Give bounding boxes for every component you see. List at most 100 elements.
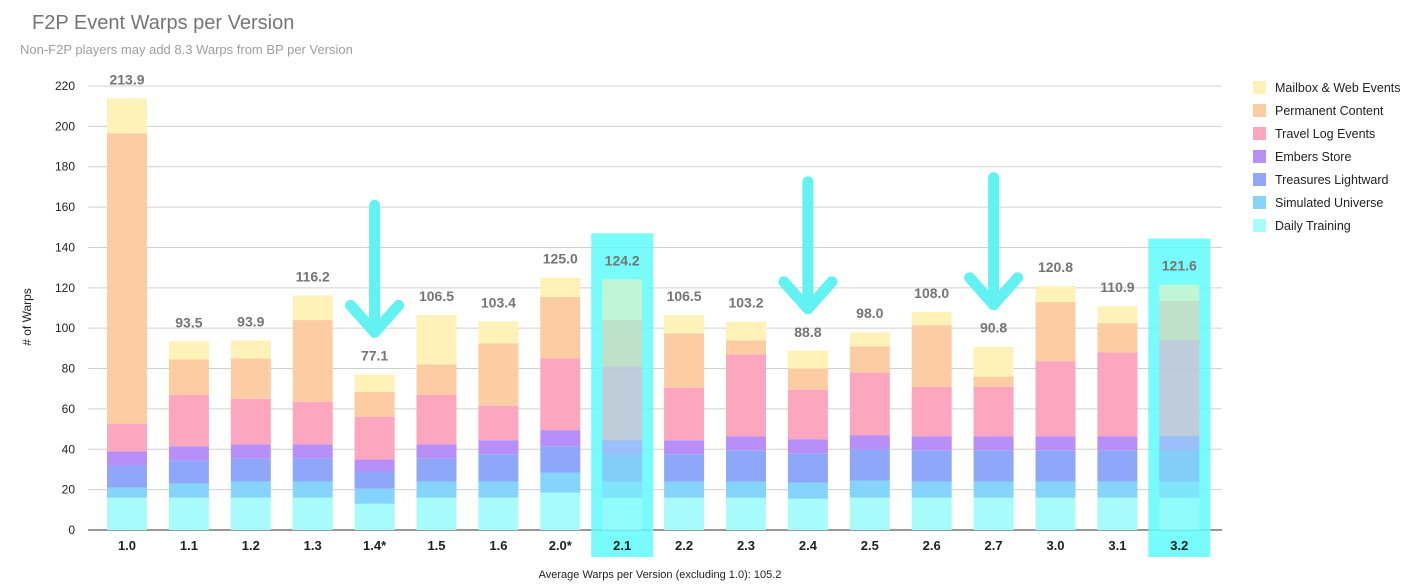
x-tick-label: 2.7 [985,538,1003,553]
total-label: 120.8 [1038,259,1073,275]
y-tick-label: 180 [55,160,75,174]
total-label: 103.4 [481,294,516,310]
bar-segment [849,332,890,347]
y-tick-label: 220 [55,79,75,93]
bar-segment [602,366,643,441]
bar-segment [1035,361,1076,437]
bar-segment [849,346,890,373]
bar-segment [787,368,828,390]
bar-segment [726,436,766,451]
x-tick-label: 2.2 [675,538,693,553]
total-label: 116.2 [296,268,330,284]
y-tick-label: 60 [62,402,76,416]
legend-item: Embers Store [1253,145,1401,168]
bar-segment [478,321,519,344]
bar-segment [354,459,395,472]
bar-segment [664,387,705,441]
bar-segment [292,401,333,445]
x-tick-label: 1.5 [427,538,445,553]
bar-segment [1097,497,1138,530]
bar-segment [168,460,209,484]
x-tick-label: 2.5 [861,538,879,553]
bar-segment [1159,481,1200,498]
bar-segment [107,451,147,466]
bar-segment [1097,450,1138,482]
y-tick-label: 120 [55,281,75,295]
legend-label: Travel Log Events [1275,126,1376,141]
chart-subtitle: Non-F2P players may add 8.3 Warps from B… [20,42,353,57]
bar-segment [478,454,519,482]
bar-segment [787,350,828,369]
y-tick-label: 200 [55,119,75,133]
bar-segment [354,471,395,489]
bar-segment [602,497,643,530]
legend-label: Daily Training [1275,218,1351,233]
bar-segment [726,354,766,437]
total-label: 108.0 [914,285,949,301]
x-tick-label: 1.0 [118,538,136,553]
bar-segment [973,386,1014,437]
legend-label: Permanent Content [1275,103,1384,118]
bar-segment [540,277,581,297]
legend-label: Embers Store [1275,149,1352,164]
bar-segment [230,444,271,459]
bar-segment [973,497,1014,530]
bar-segment [787,389,828,440]
bar-segment [1097,306,1138,324]
legend-swatch [1253,173,1266,186]
bar-segment [664,315,705,334]
y-tick-label: 160 [55,200,75,214]
arrow-head [345,299,405,338]
bar-segment [478,497,519,530]
bar-segment [107,424,147,452]
bar-segment [416,481,457,498]
y-tick-label: 20 [62,483,76,497]
legend-swatch [1253,127,1266,140]
total-label: 125.0 [543,251,578,267]
bar-segment [540,472,581,493]
bar-segment [1159,300,1200,341]
bar-segment [849,449,890,481]
bar-segment [602,320,643,367]
x-tick-label: 2.3 [737,538,755,553]
legend-item: Daily Training [1253,214,1401,237]
bar-segment [664,481,705,498]
y-tick-label: 140 [55,240,75,254]
y-tick-label: 80 [62,362,76,376]
arrow-head [778,276,838,315]
legend-swatch [1253,196,1266,209]
bar-segment [664,497,705,530]
bar-segment [973,346,1014,377]
x-tick-label: 2.0* [549,538,573,553]
bar-segment [416,394,457,445]
x-tick-label: 3.0 [1046,538,1064,553]
bar-segment [107,487,147,498]
bar-segment [1035,497,1076,530]
bar-segment [354,488,395,504]
bar-segment [292,497,333,530]
bar-segment [292,295,333,321]
bar-segment [787,453,828,483]
total-label: 93.5 [175,314,202,330]
x-tick-label: 1.1 [180,538,198,553]
legend-item: Simulated Universe [1253,191,1401,214]
bar-segment [1159,340,1200,437]
bar-segment [230,358,271,399]
bar-segment [911,386,952,437]
bar-segment [664,333,705,388]
total-label: 110.9 [1100,279,1134,295]
total-label: 106.5 [419,288,454,304]
bar-segment [107,465,147,488]
down-arrow-icon [964,172,1024,311]
bar-segment [354,503,395,530]
x-tick-label: 1.4* [363,538,387,553]
bar-segment [292,320,333,402]
x-tick-label: 1.3 [304,538,322,553]
bar-segment [973,436,1014,451]
total-label: 103.2 [728,295,763,311]
bar-segment [1159,284,1200,301]
x-tick-label: 1.6 [489,538,507,553]
bar-segment [168,497,209,530]
bar-segment [540,492,581,530]
